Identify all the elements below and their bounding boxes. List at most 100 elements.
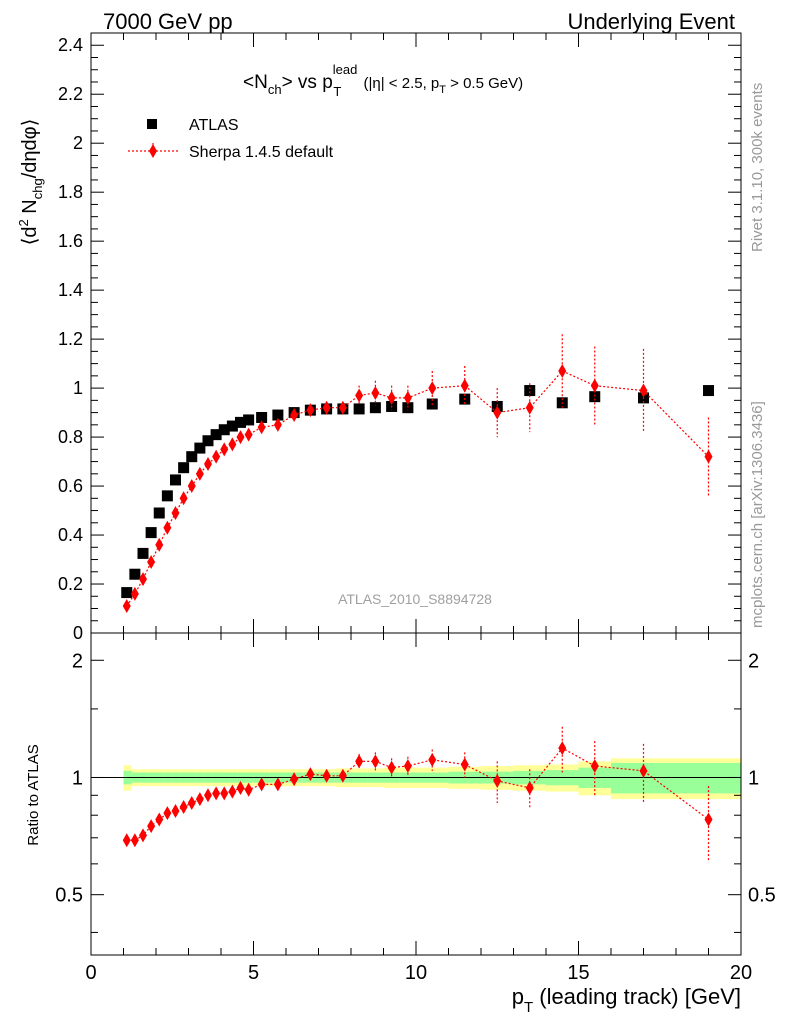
header-left: 7000 GeV pp [103,9,233,34]
sherpa-point [558,363,567,378]
y-tick-label: 0 [73,623,83,643]
main-panel: 0 0.2 0.4 0.6 0.8 1 1.2 1.4 1.6 1.8 2 2.2 2.4 <Nch> … [16,32,742,643]
ratio-y-tick-label-right: 1 [748,767,759,789]
y-tick-label: 2.4 [58,35,83,55]
atlas-point [129,568,141,580]
atlas-point [202,435,214,447]
atlas-point [235,416,246,428]
ratio-panel: 0.5 0.51 12 20 5 10 15 20 Ratio to ATLAS pT (le… [25,632,776,1016]
atlas-point [218,424,230,436]
sherpa-point [493,405,502,420]
ratio-sherpa-point [155,812,164,827]
atlas-point [194,442,206,454]
ratio-sherpa-point [179,799,188,814]
y-tick-label: 0.6 [58,476,83,496]
ratio-sherpa-point [244,782,253,797]
sherpa-point [236,430,245,445]
y-tick-label: 1.8 [58,182,83,202]
atlas-point [703,385,714,397]
sherpa-point [204,457,212,472]
sherpa-point [387,390,396,405]
atlas-point [161,490,173,502]
sherpa-point [525,400,534,415]
sherpa-point [212,449,221,464]
ratio-sherpa-point [228,784,237,799]
ratio-sherpa-point [460,757,469,772]
uncertainty-band-inner [676,762,741,794]
watermark: ATLAS_2010_S8894728 [338,591,492,607]
legend-atlas-label: ATLAS [189,117,239,134]
x-tick-label: 10 [405,962,427,984]
ratio-sherpa-point [338,768,347,783]
ratio-sherpa-point [122,833,131,848]
sherpa-point [163,520,172,535]
atlas-point [226,420,238,432]
sherpa-point [244,427,253,442]
sherpa-point [639,383,648,398]
ratio-sherpa-point [403,759,412,774]
ratio-sherpa-point [306,767,315,782]
x-tick-label: 0 [85,962,96,984]
ratio-y-tick-label: 0.5 [55,885,83,907]
sherpa-point [460,378,469,393]
atlas-point [137,547,149,559]
sherpa-point [338,400,347,415]
ratio-sherpa-point [130,833,139,848]
atlas-point [369,402,381,414]
ratio-sherpa-point [273,777,282,792]
atlas-point [402,402,414,414]
y-tick-label: 2.2 [58,84,83,104]
header-right: Underlying Event [567,9,735,34]
sherpa-point [155,537,164,552]
sherpa-point [704,449,713,464]
atlas-point [243,414,255,426]
ratio-y-tick-label: 2 [72,650,83,672]
mcplots-label: mcplots.cern.ch [arXiv:1306.3436] [749,401,766,628]
ratio-sherpa-point [387,760,396,775]
sherpa-line [126,370,709,607]
ratio-sherpa-point [355,754,364,769]
x-axis-label: pT (leading track) [GeV] [512,984,741,1016]
legend-sherpa-label: Sherpa 1.4.5 default [189,144,334,161]
sherpa-point [130,586,139,601]
y-tick-label: 1.2 [58,329,83,349]
plot-title: <Nch> vs plead T (|η| < 2.5, pT > 0.5 GeV… [243,62,523,99]
ratio-sherpa-point [236,780,245,795]
ratio-sherpa-point [590,759,599,774]
sherpa-point [355,388,364,403]
sherpa-point [428,381,437,396]
y-tick-label: 0.8 [58,427,83,447]
atlas-point [186,451,198,463]
ratio-sherpa-point [704,812,713,827]
y-tick-label: 1.4 [58,280,83,300]
sherpa-point [228,437,237,452]
main-plot-area: 0 0.2 0.4 0.6 0.8 1 1.2 1.4 1.6 1.8 2 2.2 2.4 [58,33,742,643]
ratio-y-tick-label-right: 2 [748,650,759,672]
sherpa-point [195,466,204,481]
legend: ATLAS Sherpa 1.4.5 default [128,117,334,161]
ratio-sherpa-point [195,792,204,807]
ratio-sherpa-point [257,777,266,792]
y-tick-label: 2 [73,133,83,153]
sherpa-point [171,506,180,520]
ratio-sherpa-point [204,788,212,803]
sherpa-point [147,554,156,569]
sherpa-point [220,442,229,457]
y-axis-label: ⟨d2 Nchg/dηdφ⟩ [16,119,45,246]
atlas-point [170,474,181,486]
sherpa-point [590,378,599,393]
sherpa-point [187,479,196,494]
ratio-frame [90,632,742,956]
x-tick-label: 15 [567,962,589,984]
legend-atlas-marker [147,119,157,129]
ratio-sherpa-point [371,754,380,769]
atlas-point [178,462,190,474]
sherpa-point [273,417,282,432]
ratio-sherpa-point [290,772,299,787]
atlas-point [353,403,365,415]
atlas-point [524,385,536,397]
atlas-point [210,429,222,441]
ratio-sherpa-point [493,773,502,788]
sherpa-point [322,400,331,415]
ratio-sherpa-point [322,768,331,783]
